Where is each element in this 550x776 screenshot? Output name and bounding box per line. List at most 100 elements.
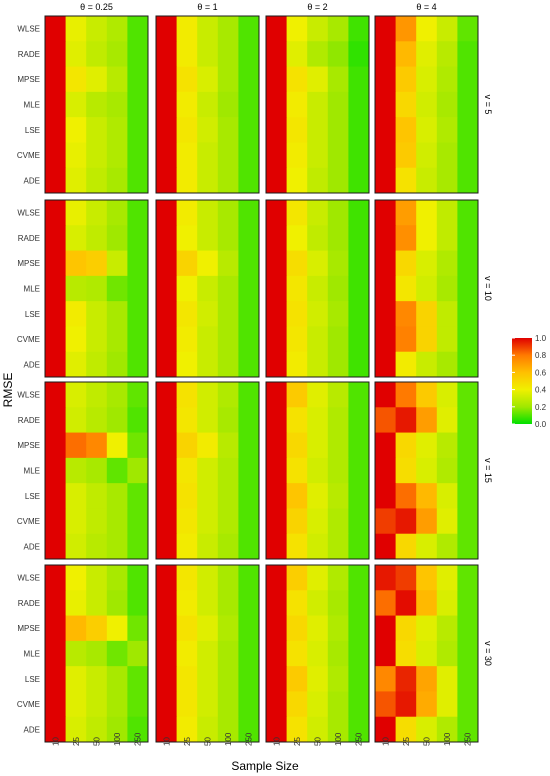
heatmap-cell — [238, 407, 260, 433]
heatmap-cell — [286, 565, 308, 591]
heatmap-cell — [286, 117, 308, 143]
heatmap-cell — [45, 457, 66, 484]
heatmap-cell — [86, 142, 108, 169]
heatmap-cell — [327, 508, 349, 535]
heatmap-cell — [348, 432, 370, 459]
heatmap-cell — [156, 41, 177, 67]
panel-border — [155, 564, 260, 743]
heatmap-cell — [457, 326, 479, 353]
heatmap-cell — [127, 167, 149, 194]
heatmap-panel — [44, 564, 149, 743]
heatmap-cell — [375, 66, 396, 93]
heatmap-cell — [348, 167, 370, 194]
heatmap-cell — [286, 351, 308, 378]
heatmap-cell — [65, 716, 87, 743]
heatmap-cell — [375, 382, 396, 408]
heatmap-cell — [395, 432, 417, 459]
heatmap-cell — [156, 508, 177, 535]
heatmap-cell — [86, 407, 108, 433]
sample-size-tick-label: 250 — [355, 732, 364, 746]
method-tick-label: CVME — [17, 335, 40, 344]
heatmap-cell — [65, 16, 87, 42]
heatmap-cell — [45, 16, 66, 42]
heatmap-cell — [197, 407, 219, 433]
heatmap-cell — [86, 716, 108, 743]
heatmap-cell — [286, 41, 308, 67]
heatmap-cell — [436, 16, 458, 42]
method-tick-label: RADE — [18, 234, 40, 243]
heatmap-cell — [436, 666, 458, 692]
heatmap-cell — [457, 301, 479, 327]
heatmap-panel — [44, 199, 149, 378]
heatmap-cell — [45, 382, 66, 408]
heatmap-cell — [86, 432, 108, 459]
heatmap-cell — [65, 666, 87, 692]
heatmap-cell — [416, 250, 438, 277]
heatmap-cell — [156, 167, 177, 194]
method-tick-label: CVME — [17, 700, 40, 709]
y-axis-title: RMSE — [1, 373, 15, 408]
heatmap-cell — [307, 225, 329, 251]
heatmap-cell — [327, 200, 349, 226]
heatmap-cell — [45, 508, 66, 535]
heatmap-cell — [436, 301, 458, 327]
heatmap-cell — [307, 640, 329, 667]
heatmap-cell — [197, 167, 219, 194]
heatmap-cell — [307, 200, 329, 226]
heatmap-cell — [176, 66, 198, 93]
heatmap-cell — [127, 250, 149, 277]
heatmap-cell — [86, 250, 108, 277]
heatmap-cell — [395, 16, 417, 42]
panel-border — [374, 381, 479, 560]
heatmap-cell — [176, 432, 198, 459]
heatmap-cell — [176, 326, 198, 353]
heatmap-cell — [457, 16, 479, 42]
method-tick-label: CVME — [17, 517, 40, 526]
heatmap-cell — [106, 691, 128, 718]
heatmap-cell — [436, 615, 458, 642]
heatmap-cell — [266, 716, 287, 743]
heatmap-cell — [375, 640, 396, 667]
heatmap-cell — [375, 533, 396, 560]
heatmap-cell — [197, 382, 219, 408]
heatmap-cell — [106, 117, 128, 143]
heatmap-cell — [156, 66, 177, 93]
heatmap-cell — [395, 565, 417, 591]
heatmap-cell — [327, 382, 349, 408]
heatmap-cell — [286, 91, 308, 118]
heatmap-cell — [395, 301, 417, 327]
heatmap-cell — [327, 91, 349, 118]
heatmap-cell — [416, 691, 438, 718]
heatmap-cell — [416, 508, 438, 535]
heatmap-cell — [436, 91, 458, 118]
heatmap-cell — [45, 301, 66, 327]
heatmap-cell — [86, 666, 108, 692]
heatmap-cell — [375, 91, 396, 118]
heatmap-cell — [348, 91, 370, 118]
heatmap-cell — [106, 167, 128, 194]
heatmap-cell — [307, 167, 329, 194]
heatmap-cell — [395, 200, 417, 226]
heatmap-cell — [106, 250, 128, 277]
heatmap-cell — [457, 200, 479, 226]
heatmap-cell — [217, 666, 239, 692]
heatmap-cell — [395, 407, 417, 433]
heatmap-cell — [348, 117, 370, 143]
heatmap-cell — [348, 615, 370, 642]
heatmap-cell — [286, 640, 308, 667]
heatmap-cell — [65, 351, 87, 378]
heatmap-panel — [265, 199, 370, 378]
heatmap-cell — [156, 351, 177, 378]
heatmap-cell — [286, 16, 308, 42]
heatmap-cell — [86, 200, 108, 226]
heatmap-cell — [156, 666, 177, 692]
heatmap-cell — [176, 167, 198, 194]
heatmap-cell — [176, 41, 198, 67]
heatmap-cell — [286, 66, 308, 93]
heatmap-cell — [197, 508, 219, 535]
row-facet-label: v = 10 — [483, 276, 493, 301]
heatmap-cell — [106, 41, 128, 67]
heatmap-cell — [416, 41, 438, 67]
heatmap-cell — [266, 167, 287, 194]
heatmap-cell — [176, 200, 198, 226]
